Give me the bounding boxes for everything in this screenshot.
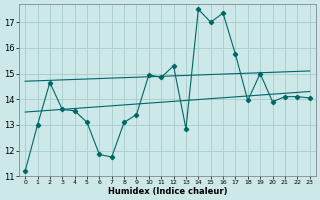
X-axis label: Humidex (Indice chaleur): Humidex (Indice chaleur) bbox=[108, 187, 227, 196]
